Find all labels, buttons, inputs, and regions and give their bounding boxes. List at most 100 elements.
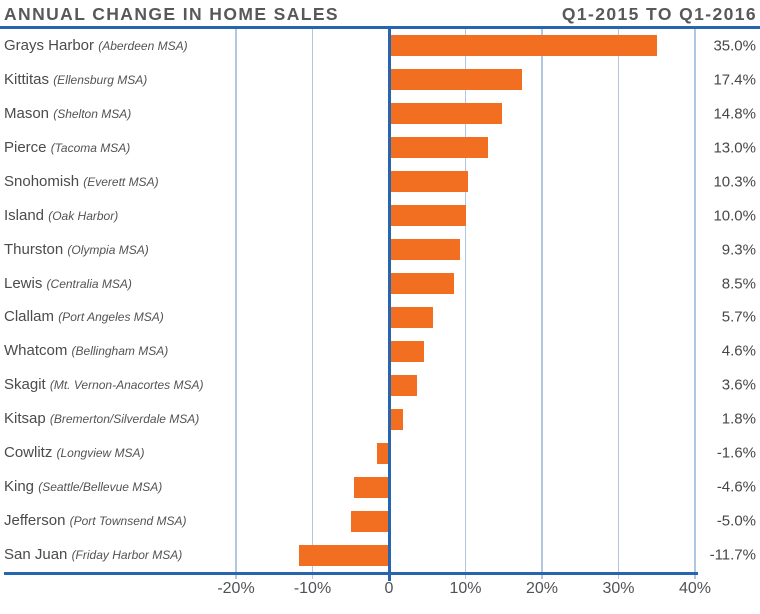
county-name: Snohomish [4,172,84,190]
zero-gridline [387,29,391,572]
gridline [464,29,467,572]
bar [389,137,489,159]
bar [389,340,425,362]
axis-tick [617,572,620,579]
msa-note: (Ellensburg MSA) [53,72,148,87]
bar [299,544,389,566]
axis-tick [235,572,237,579]
chart-title: ANNUAL CHANGE IN HOME SALES [4,4,339,24]
category-label: Clallam (Port Angeles MSA) [4,308,164,326]
bar [350,510,389,532]
category-label: Kitsap (Bremerton/Silverdale MSA) [4,410,199,428]
axis-tick [311,572,314,579]
value-label: 17.4% [713,71,756,89]
msa-note: (Everett MSA) [83,174,159,189]
value-label: -5.0% [716,512,756,530]
x-axis-tick-label: 40% [678,580,712,597]
x-axis-tick-label: 0 [384,580,394,597]
gridline [617,29,620,572]
axis-tick [464,572,467,579]
value-label: -4.6% [716,478,756,496]
bar [389,239,461,261]
bar [353,476,389,498]
bar [376,442,389,464]
gridline [311,29,314,572]
category-label: Pierce (Tacoma MSA) [4,139,130,157]
category-label: Snohomish (Everett MSA) [4,173,159,191]
category-label: Thurston (Olympia MSA) [4,241,149,259]
bar [389,35,657,57]
value-label: -11.7% [709,546,756,564]
msa-note: (Bellingham MSA) [71,344,169,359]
msa-note: (Aberdeen MSA) [98,38,188,53]
bar [389,273,455,295]
x-axis-line [4,572,698,575]
county-name: San Juan [4,546,72,564]
bar [389,374,417,396]
category-label: Island (Oak Harbor) [4,207,118,225]
msa-note: (Tacoma MSA) [50,140,131,155]
county-name: Grays Harbor [4,36,99,54]
county-name: Jefferson [4,512,70,530]
category-label: Whatcom (Bellingham MSA) [4,342,168,360]
county-name: Lewis [4,274,47,292]
bar [389,306,433,328]
title-underline-rule [0,26,760,29]
value-label: 4.6% [721,342,756,360]
category-label: King (Seattle/Bellevue MSA) [4,478,162,496]
category-label: Jefferson (Port Townsend MSA) [4,512,187,530]
county-name: Skagit [4,376,50,394]
msa-note: (Port Townsend MSA) [69,514,187,529]
value-label: 3.6% [721,376,756,394]
msa-note: (Seattle/Bellevue MSA) [38,480,163,495]
axis-tick [541,572,543,579]
chart-period-title: Q1-2015 TO Q1-2016 [561,4,757,24]
msa-note: (Friday Harbor MSA) [71,548,183,563]
county-name: Cowlitz [4,444,57,462]
x-axis-tick-label: -10% [293,580,332,597]
county-name: Mason [4,104,54,122]
category-label: Skagit (Mt. Vernon-Anacortes MSA) [4,376,203,394]
value-label: 14.8% [713,105,756,123]
gridline [694,29,696,572]
category-label: Mason (Shelton MSA) [4,105,131,123]
bar [389,69,523,91]
county-name: Clallam [4,308,59,326]
value-label: 5.7% [721,308,756,326]
category-label: San Juan (Friday Harbor MSA) [4,546,182,564]
x-axis-tick-label: 10% [449,580,482,597]
zero-axis-tick [387,572,391,581]
gridline [541,29,543,572]
x-axis-tick-label: -20% [217,580,255,597]
value-label: 1.8% [721,410,756,428]
msa-note: (Port Angeles MSA) [58,310,164,325]
msa-note: (Shelton MSA) [53,106,132,121]
bar [389,103,503,125]
msa-note: (Mt. Vernon-Anacortes MSA) [49,378,204,393]
county-name: Thurston [4,240,68,258]
county-name: Pierce [4,138,51,156]
county-name: Kittitas [4,70,54,88]
category-label: Cowlitz (Longview MSA) [4,444,145,462]
value-label: 9.3% [721,241,756,259]
msa-note: (Centralia MSA) [46,276,132,291]
x-axis-tick-label: 30% [602,580,635,597]
category-label: Grays Harbor (Aberdeen MSA) [4,37,188,55]
value-label: 10.0% [713,207,756,225]
msa-note: (Bremerton/Silverdale MSA) [49,412,200,427]
value-label: 35.0% [713,37,756,55]
county-name: Kitsap [4,410,50,428]
category-label: Kittitas (Ellensburg MSA) [4,71,147,89]
axis-tick [694,572,696,579]
value-label: 13.0% [713,139,756,157]
category-label: Lewis (Centralia MSA) [4,275,132,293]
gridline [235,29,237,572]
value-label: 8.5% [721,275,756,293]
county-name: King [4,478,39,496]
x-axis-tick-label: 20% [525,580,559,597]
msa-note: (Olympia MSA) [67,242,149,257]
bar [389,408,403,430]
bar [389,171,468,193]
